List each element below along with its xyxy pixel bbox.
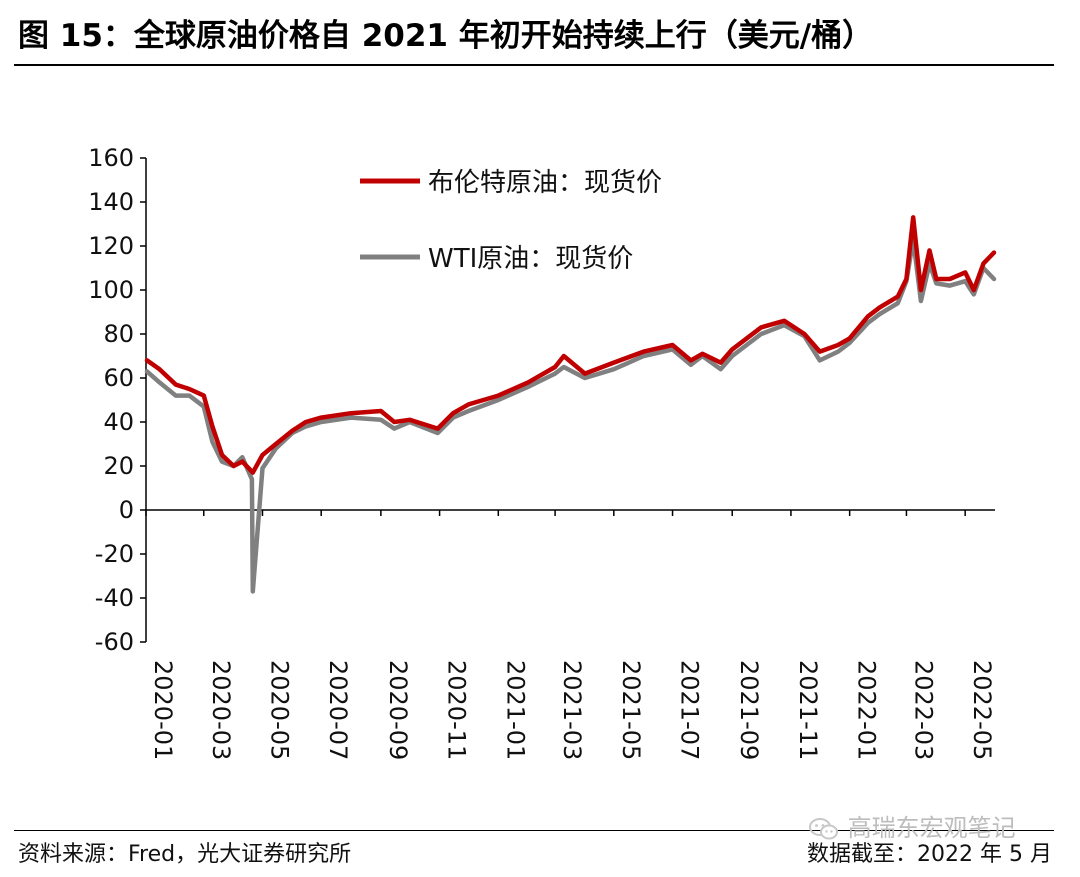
x-tick-label: 2021-07 — [676, 660, 704, 760]
y-tick-label: 20 — [103, 452, 134, 480]
title-divider — [14, 64, 1054, 66]
watermark-text: 高瑞东宏观笔记 — [847, 814, 1016, 842]
source-note: 资料来源：Fred，光大证券研究所 — [18, 842, 352, 867]
x-tick-label: 2021-01 — [501, 660, 529, 760]
series-line-1 — [144, 237, 997, 594]
x-tick-label: 2021-05 — [617, 660, 645, 760]
x-tick-label: 2020-09 — [384, 660, 412, 760]
x-tick-label: 2021-09 — [735, 660, 763, 760]
x-axis: 2020-01 2020-03 2020-05 2020-07 2020-09 2020-… — [145, 509, 996, 760]
x-tick-label: 2020-03 — [207, 660, 235, 760]
y-tick-label: 140 — [88, 188, 134, 216]
x-tick-label: 2022-03 — [909, 660, 937, 760]
x-tick-label: 2020-05 — [265, 660, 293, 760]
wechat-icon — [809, 818, 838, 840]
x-tick-label: 2020-07 — [324, 660, 352, 760]
y-tick-label: 40 — [103, 408, 134, 436]
x-tick-label: 2020-01 — [149, 660, 177, 760]
legend: 布伦特原油：现货价 WTI原油：现货价 — [360, 168, 662, 274]
footer-divider — [14, 830, 1054, 831]
y-tick-label: -20 — [95, 540, 134, 568]
chart-title: 图 15：全球原油价格自 2021 年初开始持续上行（美元/桶） — [18, 18, 874, 54]
series-layer — [144, 215, 997, 594]
x-tick-label: 2021-03 — [558, 660, 586, 760]
y-tick-label: -40 — [95, 584, 134, 612]
legend-label: 布伦特原油：现货价 — [428, 168, 662, 198]
y-tick-label: 100 — [88, 276, 134, 304]
y-tick-label: -60 — [95, 628, 134, 656]
watermark: 高瑞东宏观笔记 — [808, 808, 1016, 843]
legend-label: WTI原油：现货价 — [428, 244, 633, 274]
x-tick-label: 2022-01 — [853, 660, 881, 760]
x-tick-label: 2022-05 — [968, 660, 996, 760]
y-tick-label: 80 — [103, 320, 134, 348]
x-tick-label: 2020-11 — [443, 660, 471, 760]
y-tick-label: 160 — [88, 144, 134, 172]
x-tick-label: 2021-11 — [794, 660, 822, 760]
y-axis: 160 140 120 100 80 60 40 20 0 -20 -40 -60 — [88, 144, 147, 656]
data-date-note: 数据截至：2022 年 5 月 — [807, 842, 1052, 867]
y-tick-label: 0 — [119, 496, 134, 524]
y-tick-label: 60 — [103, 364, 134, 392]
y-tick-label: 120 — [88, 232, 134, 260]
